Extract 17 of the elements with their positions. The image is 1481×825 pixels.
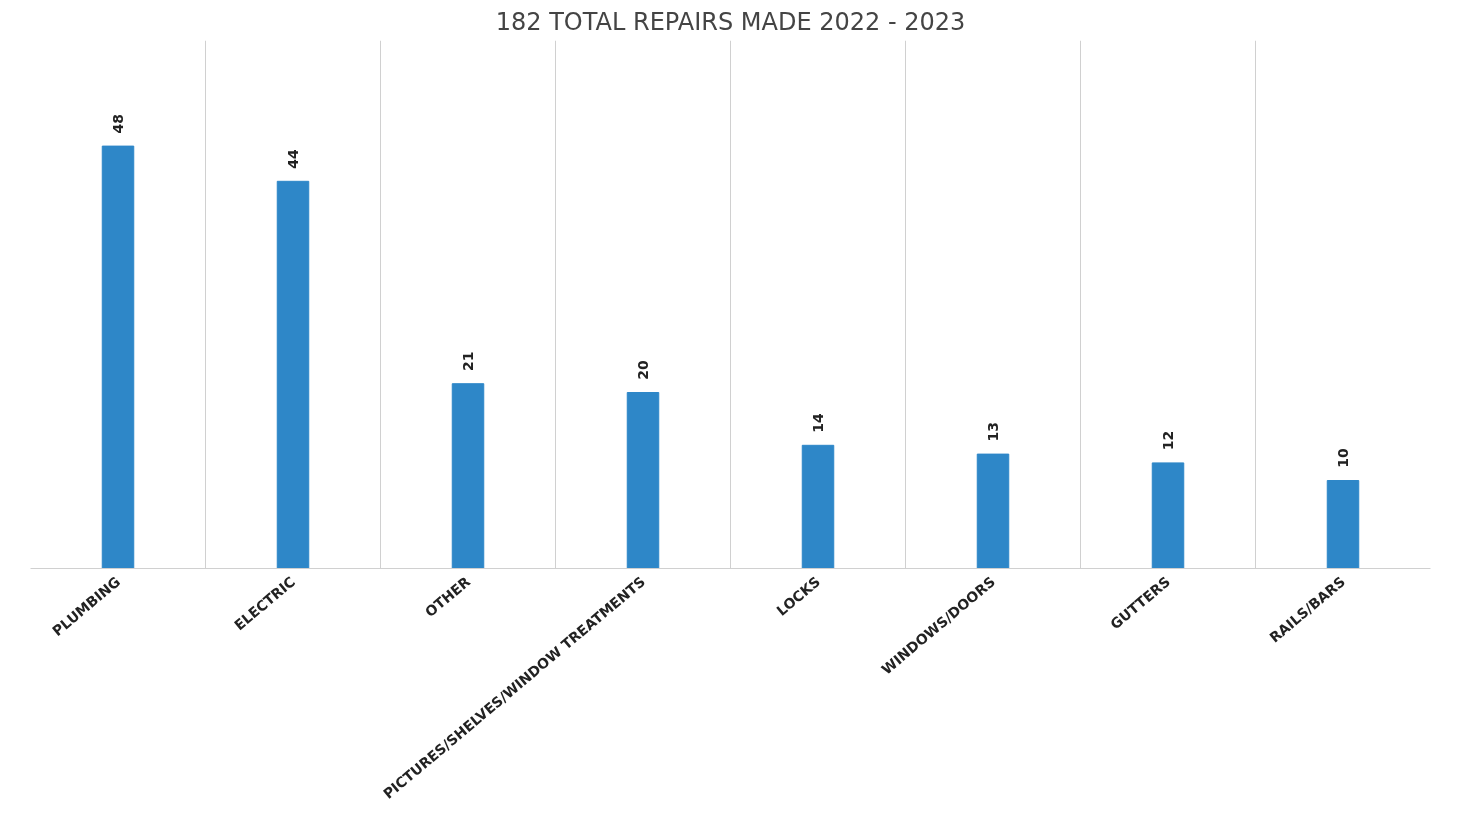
data-label: 44 xyxy=(285,148,301,169)
bar xyxy=(976,453,1010,569)
data-label: 48 xyxy=(110,113,126,134)
bar xyxy=(101,145,135,569)
data-label: 13 xyxy=(985,421,1001,442)
data-label: 10 xyxy=(1335,448,1351,468)
data-label: 21 xyxy=(460,351,476,372)
bar xyxy=(801,444,835,569)
bar xyxy=(626,392,660,569)
data-label: 20 xyxy=(635,360,651,380)
data-label: 14 xyxy=(810,412,826,433)
bar xyxy=(1326,480,1360,569)
bar xyxy=(1151,462,1185,569)
bar xyxy=(276,180,310,569)
chart-title: 182 TOTAL REPAIRS MADE 2022 - 2023 xyxy=(495,7,966,36)
data-label: 12 xyxy=(1160,430,1176,451)
bar xyxy=(451,383,485,569)
